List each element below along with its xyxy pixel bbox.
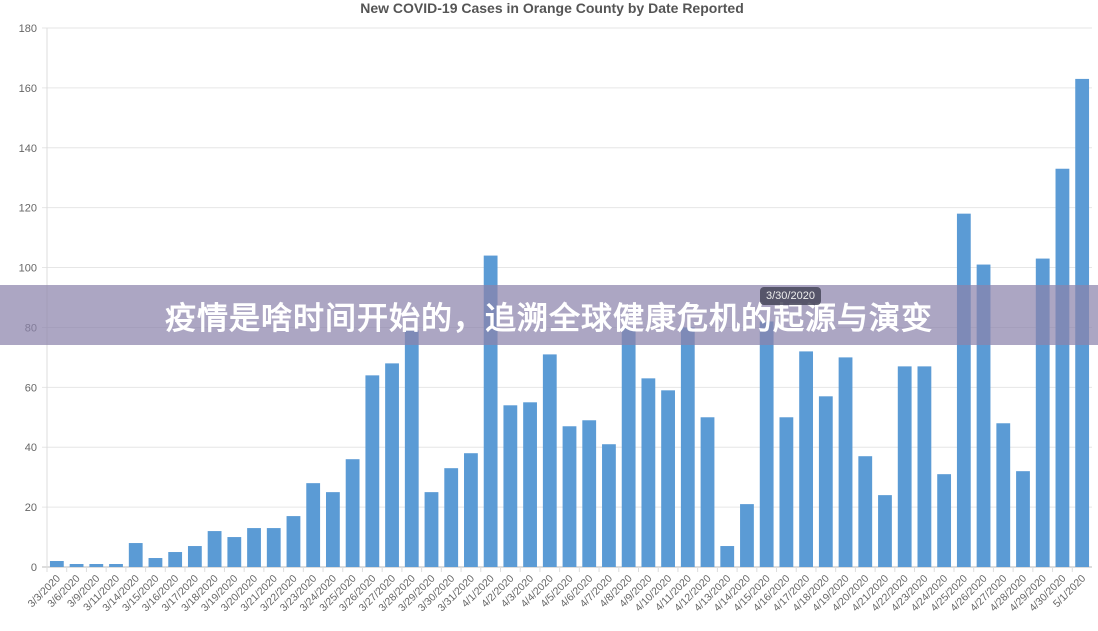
bar[interactable] (542, 354, 557, 567)
bar[interactable] (917, 366, 932, 567)
bar[interactable] (444, 468, 459, 567)
bar[interactable] (680, 327, 695, 567)
bar[interactable] (69, 564, 84, 567)
tooltip: 3/30/2020 (760, 287, 821, 305)
bar[interactable] (128, 543, 143, 567)
bar[interactable] (996, 423, 1011, 567)
bar[interactable] (582, 420, 597, 567)
bar[interactable] (1055, 168, 1070, 567)
bar[interactable] (424, 492, 439, 567)
bar[interactable] (345, 459, 360, 567)
bar[interactable] (818, 396, 833, 567)
bar[interactable] (523, 402, 537, 567)
bar[interactable] (365, 375, 380, 567)
bar[interactable] (621, 327, 636, 567)
bar[interactable] (779, 417, 794, 567)
y-tick-label: 40 (25, 442, 37, 454)
bar[interactable] (306, 483, 321, 567)
bar[interactable] (168, 552, 183, 567)
y-tick-label: 180 (19, 23, 37, 35)
bar[interactable] (602, 444, 616, 567)
bar[interactable] (878, 495, 892, 567)
y-tick-label: 20 (25, 502, 37, 514)
bar[interactable] (266, 528, 281, 567)
bar[interactable] (858, 456, 873, 567)
bar[interactable] (641, 378, 656, 567)
bar[interactable] (49, 561, 64, 567)
bar[interactable] (247, 528, 261, 567)
bar[interactable] (720, 546, 735, 567)
bar[interactable] (1016, 471, 1030, 567)
bar[interactable] (89, 564, 104, 567)
y-tick-label: 0 (31, 562, 37, 574)
y-tick-label: 60 (25, 382, 37, 394)
headline-banner: 疫情是啥时间开始的，追溯全球健康危机的起源与演变 (0, 285, 1098, 345)
bar[interactable] (838, 357, 853, 567)
bar[interactable] (956, 213, 971, 567)
bar[interactable] (937, 474, 952, 567)
bar[interactable] (464, 453, 478, 567)
bar[interactable] (385, 363, 399, 567)
bar[interactable] (227, 537, 242, 567)
bar[interactable] (404, 330, 419, 567)
y-tick-label: 120 (19, 203, 37, 215)
bar[interactable] (187, 546, 202, 567)
y-tick-label: 140 (19, 143, 37, 155)
bar[interactable] (286, 516, 301, 567)
bar[interactable] (897, 366, 912, 567)
bar[interactable] (325, 492, 340, 567)
bar[interactable] (661, 390, 675, 567)
bar[interactable] (207, 531, 222, 567)
y-tick-label: 100 (19, 263, 37, 275)
bar[interactable] (562, 426, 577, 567)
headline-text: 疫情是啥时间开始的，追溯全球健康危机的起源与演变 (165, 300, 933, 337)
bar[interactable] (759, 321, 774, 567)
bar[interactable] (740, 504, 754, 567)
chart-title: New COVID-19 Cases in Orange County by D… (360, 0, 744, 16)
y-tick-label: 160 (19, 83, 37, 95)
bar[interactable] (148, 558, 163, 567)
bar[interactable] (799, 351, 814, 567)
bar[interactable] (700, 417, 715, 567)
bar[interactable] (503, 405, 518, 567)
bar[interactable] (109, 564, 123, 567)
